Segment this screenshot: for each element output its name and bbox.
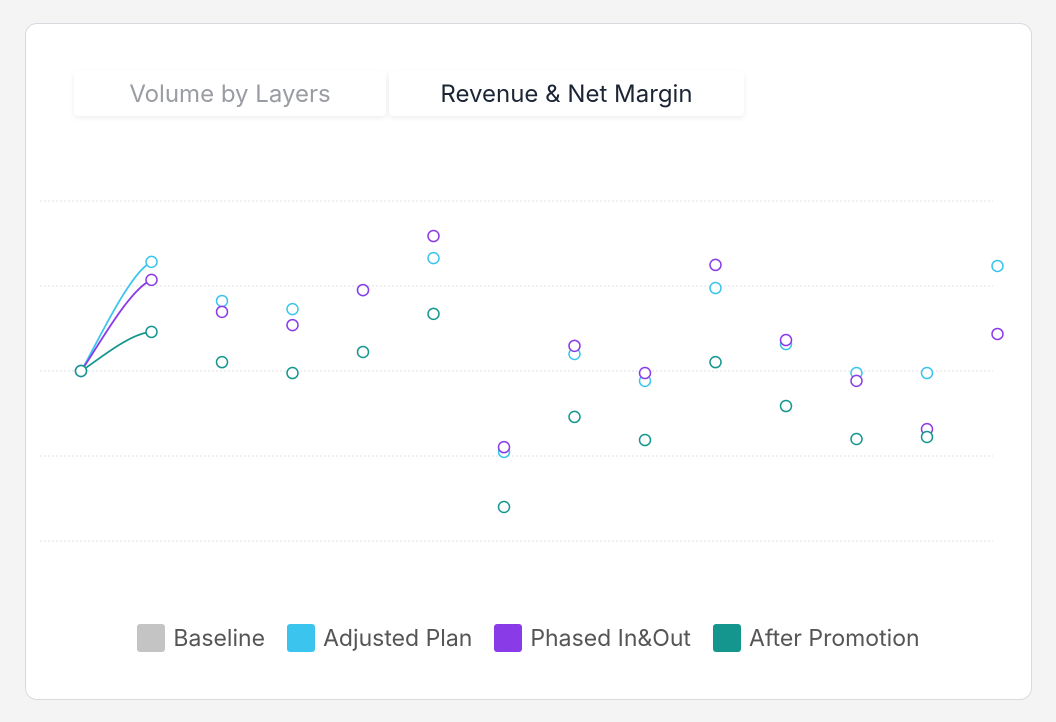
data-point — [638, 433, 652, 447]
legend-label: Phased In&Out — [530, 624, 691, 652]
legend-item[interactable]: After Promotion — [712, 624, 920, 652]
data-point — [709, 355, 722, 369]
data-point — [356, 345, 370, 359]
legend-label: Baseline — [173, 624, 266, 652]
legend-item[interactable]: Phased In&Out — [494, 624, 691, 652]
legend-swatch — [287, 624, 316, 652]
tab[interactable]: Volume by Layers — [74, 71, 386, 116]
data-point — [850, 432, 863, 446]
legend: Baseline Adjusted Plan Phased In&Out After … — [26, 624, 1031, 652]
legend-swatch — [712, 624, 741, 652]
data-point — [145, 255, 158, 269]
data-point — [568, 410, 581, 424]
data-point — [850, 374, 863, 388]
data-point — [145, 273, 158, 287]
data-point — [991, 259, 1004, 273]
data-point — [991, 327, 1004, 341]
data-point — [709, 258, 722, 272]
data-point — [920, 366, 934, 380]
legend-label: Adjusted Plan — [323, 624, 473, 652]
data-point — [568, 339, 581, 353]
data-point — [427, 251, 440, 265]
data-point — [356, 283, 370, 297]
data-point — [497, 500, 511, 514]
data-point — [779, 399, 793, 413]
legend-item[interactable]: Adjusted Plan — [287, 624, 472, 652]
legend-label: After Promotion — [748, 624, 920, 652]
data-point — [427, 229, 440, 243]
data-point — [74, 364, 88, 378]
data-point — [215, 355, 229, 369]
legend-swatch — [494, 624, 523, 652]
tab[interactable]: Revenue & Net Margin — [389, 71, 744, 116]
data-point — [286, 318, 299, 332]
legend-item[interactable]: Baseline — [137, 624, 265, 652]
data-point — [286, 302, 299, 316]
data-point — [215, 305, 229, 319]
data-point — [920, 430, 934, 444]
legend-swatch — [137, 624, 166, 652]
data-point — [145, 325, 158, 339]
data-point — [215, 294, 229, 308]
data-point — [286, 366, 299, 380]
data-point — [709, 281, 722, 295]
series-line — [80, 279, 152, 372]
data-point — [427, 307, 440, 321]
data-point — [638, 366, 652, 380]
data-point — [779, 333, 793, 347]
data-point — [497, 440, 511, 454]
card: Volume by Layers Revenue & Net Margin Ba… — [25, 23, 1032, 700]
